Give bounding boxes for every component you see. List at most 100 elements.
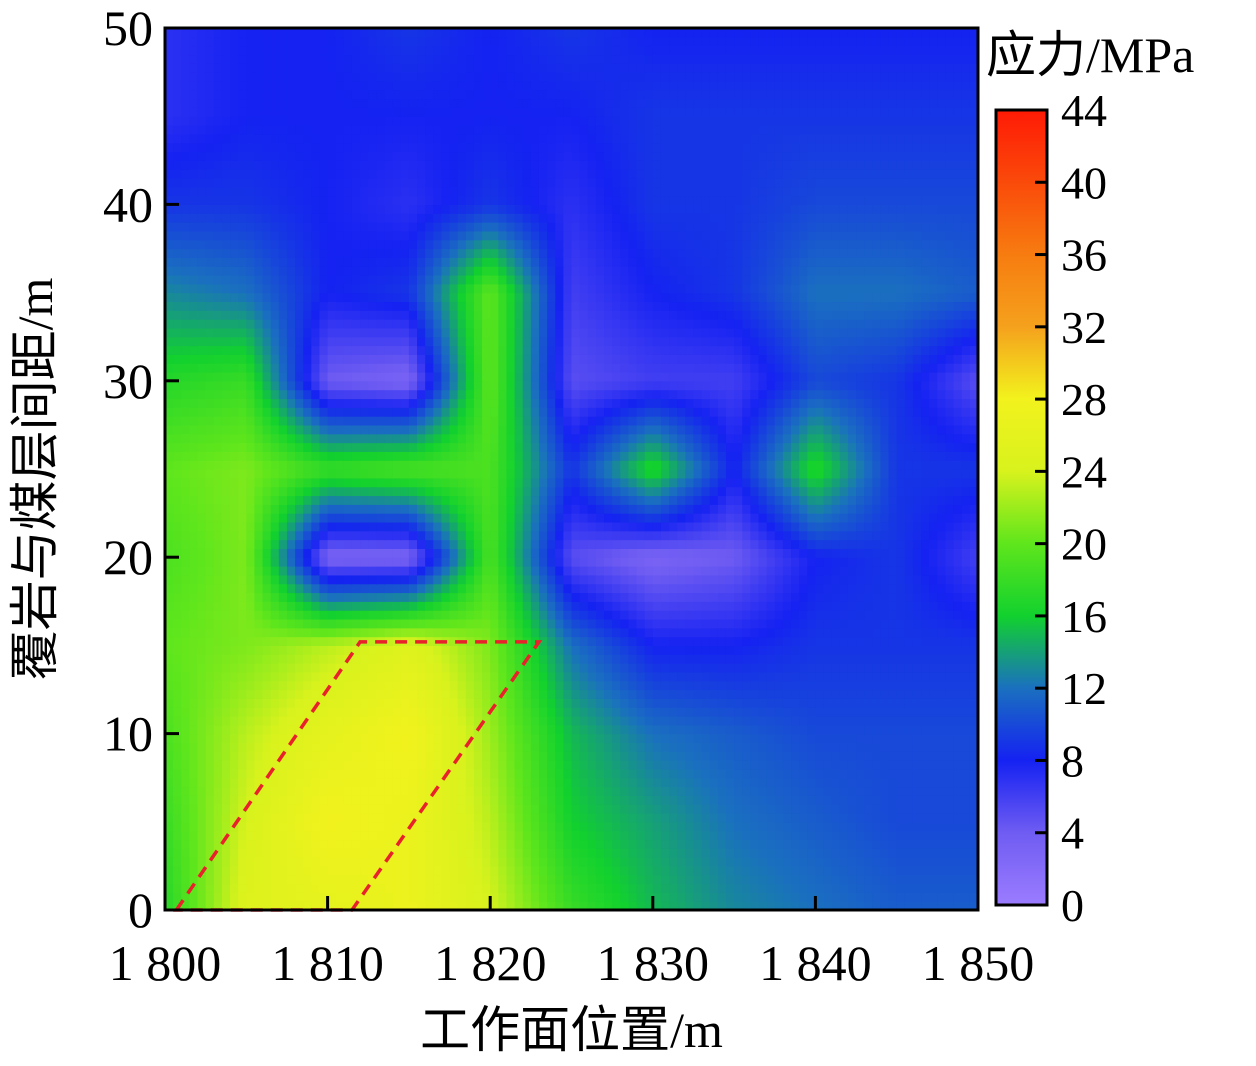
heat-cell — [417, 477, 426, 488]
heat-cell — [937, 804, 947, 814]
heat-cell — [693, 654, 703, 664]
heat-cell — [888, 901, 898, 911]
heat-cell — [929, 636, 938, 646]
heat-cell — [165, 742, 174, 752]
heat-cell — [392, 707, 402, 717]
heat-cell — [360, 821, 369, 832]
heat-cell — [441, 883, 451, 893]
heat-cell — [864, 698, 873, 708]
heat-cell — [904, 486, 914, 497]
heat-cell — [327, 812, 337, 823]
heat-cell — [587, 663, 597, 673]
heat-cell — [376, 812, 386, 823]
heat-cell — [563, 707, 573, 717]
heat-cell — [173, 830, 182, 841]
heat-cell — [368, 557, 377, 567]
heat-cell — [628, 768, 638, 779]
heat-cell — [270, 521, 280, 532]
heat-cell — [181, 469, 190, 479]
heat-cell — [742, 530, 751, 541]
heat-cell — [791, 751, 800, 761]
heat-cell — [360, 698, 369, 708]
heat-cell — [400, 742, 410, 752]
heat-cell — [595, 654, 605, 664]
heat-cell — [685, 495, 695, 505]
heat-cell — [945, 839, 955, 849]
heat-cell — [482, 574, 491, 585]
heat-cell — [408, 627, 418, 638]
heat-cell — [449, 733, 459, 744]
heat-cell — [847, 680, 857, 691]
heat-cell — [644, 477, 654, 488]
heat-cell — [335, 495, 345, 505]
heat-cell — [669, 724, 678, 735]
heat-cell — [473, 839, 483, 849]
heat-cell — [912, 539, 922, 549]
heat-cell — [343, 601, 353, 611]
heat-cell — [815, 848, 825, 858]
heat-cell — [555, 495, 564, 505]
heat-cell — [441, 574, 451, 585]
heat-cell — [213, 583, 223, 594]
heat-cell — [693, 618, 703, 629]
heat-cell — [701, 698, 711, 708]
heat-cell — [433, 469, 443, 479]
heat-cell — [465, 777, 475, 788]
heat-cell — [823, 883, 833, 893]
heat-cell — [506, 892, 516, 902]
heat-cell — [669, 654, 678, 664]
heat-cell — [238, 724, 247, 735]
heat-cell — [238, 548, 247, 558]
heat-cell — [604, 760, 613, 770]
heat-cell — [303, 521, 312, 532]
heat-cell — [856, 707, 865, 717]
heat-cell — [197, 557, 207, 567]
heat-cell — [506, 521, 516, 532]
heat-cell — [709, 830, 719, 841]
heat-cell — [758, 495, 768, 505]
heat-cell — [742, 857, 751, 867]
heat-cell — [604, 830, 613, 841]
heat-cell — [604, 698, 613, 708]
heat-cell — [441, 698, 451, 708]
heat-cell — [880, 901, 890, 911]
heat-cell — [514, 733, 524, 744]
heat-cell — [774, 583, 784, 594]
heat-cell — [351, 566, 361, 576]
heat-cell — [880, 636, 890, 646]
heat-cell — [221, 848, 231, 858]
heat-cell — [563, 857, 573, 867]
heat-cell — [799, 486, 808, 497]
heat-cell — [823, 715, 833, 726]
heat-cell — [799, 707, 808, 717]
heat-cell — [286, 733, 296, 744]
heat-cell — [490, 592, 499, 602]
heat-cell — [343, 539, 353, 549]
heat-cell — [555, 812, 564, 823]
heat-cell — [457, 786, 467, 796]
heat-cell — [880, 707, 890, 717]
heat-cell — [311, 707, 321, 717]
heat-cell — [221, 839, 231, 849]
heat-cell — [758, 760, 768, 770]
heat-cell — [815, 804, 825, 814]
heat-cell — [270, 477, 280, 488]
heat-cell — [490, 865, 499, 876]
heat-cell — [856, 574, 865, 585]
heat-cell — [465, 883, 475, 893]
heat-cell — [230, 601, 239, 611]
heat-cell — [725, 777, 735, 788]
heat-cell — [587, 486, 597, 497]
heat-cell — [384, 601, 394, 611]
heat-cell — [774, 865, 784, 876]
heat-cell — [750, 848, 760, 858]
heat-cell — [262, 495, 272, 505]
heat-cell — [872, 592, 882, 602]
heat-cell — [441, 627, 451, 638]
heat-cell — [514, 901, 524, 911]
heat-cell — [400, 557, 410, 567]
heat-cell — [953, 663, 963, 673]
heat-cell — [628, 901, 638, 911]
heat-cell — [579, 839, 589, 849]
heat-cell — [498, 680, 508, 691]
